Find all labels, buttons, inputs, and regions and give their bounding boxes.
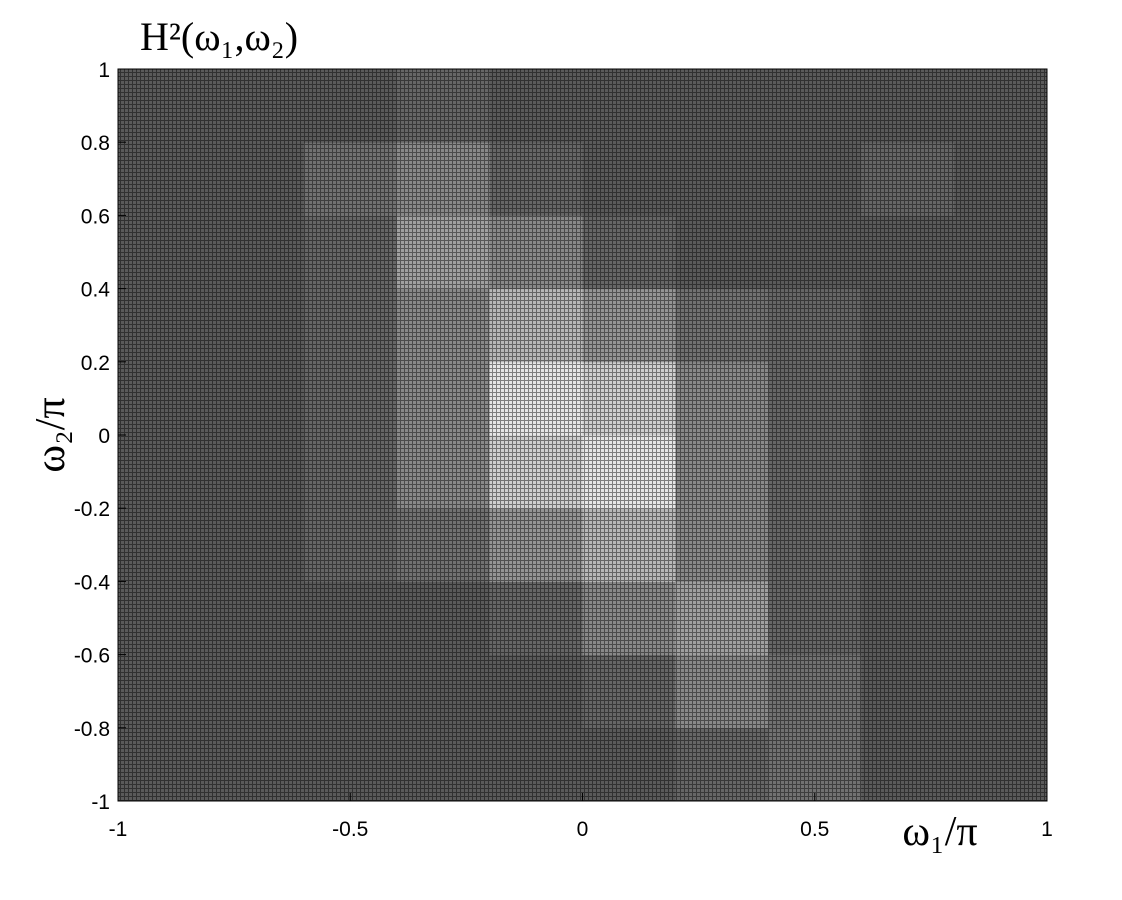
x-tick-label: 0 — [577, 818, 589, 841]
y-axis-label: ω₂/π — [28, 397, 74, 472]
y-tick-label: -0.8 — [74, 718, 110, 741]
chart-title: H²(ω₁,ω₂) — [140, 14, 298, 59]
y-tick-label: -1 — [91, 791, 110, 814]
x-tick-label: 0.5 — [800, 818, 829, 841]
y-tick-label: 0.8 — [81, 132, 110, 155]
y-tick-label: 0.6 — [81, 205, 110, 228]
y-tick-label: 0.2 — [81, 352, 110, 375]
y-tick-label: -0.6 — [74, 645, 110, 668]
x-tick-label: -0.5 — [332, 818, 368, 841]
y-tick-label: 0.4 — [81, 279, 111, 302]
y-tick-label: 0 — [98, 425, 110, 448]
y-tick-label: -0.4 — [74, 571, 111, 594]
x-tick-label: 1 — [1041, 818, 1053, 841]
y-tick-label: 1 — [98, 59, 110, 82]
mesh — [118, 69, 1047, 801]
x-tick-label: -1 — [109, 818, 128, 841]
x-axis-label: ω₁/π — [902, 809, 977, 855]
y-tick-label: -0.2 — [74, 498, 110, 521]
